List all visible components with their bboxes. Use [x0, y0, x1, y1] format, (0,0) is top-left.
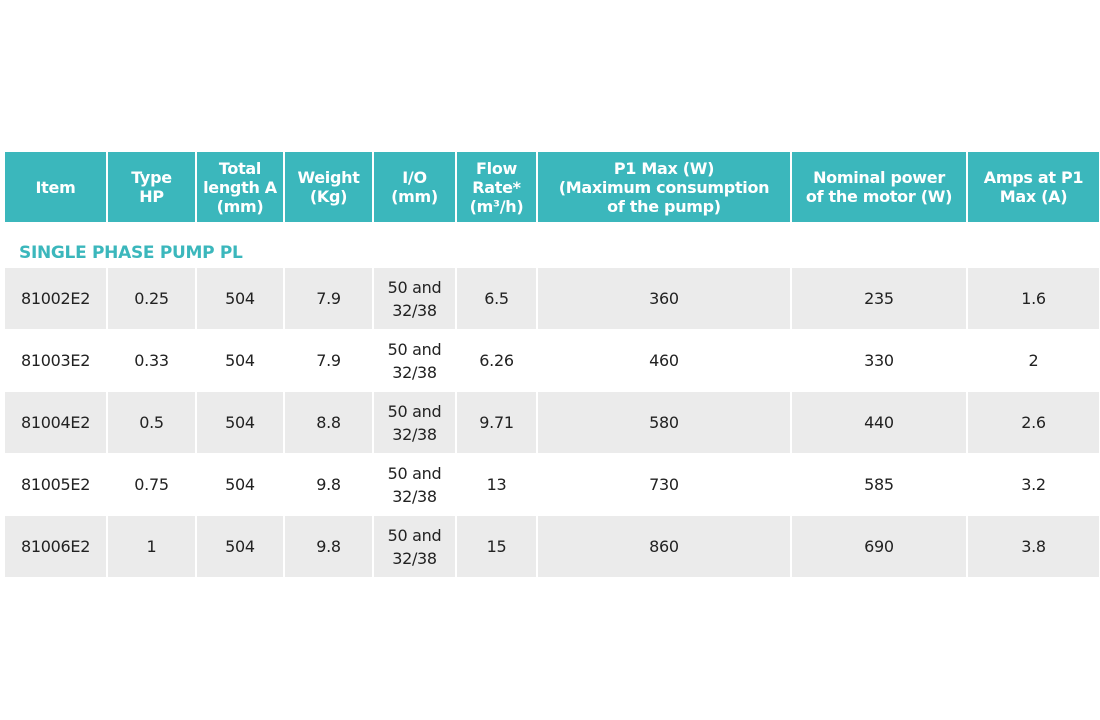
cell: 440: [790, 391, 967, 454]
cell: 50 and 32/38: [372, 515, 456, 577]
spec-table: Item Type HP Total length A (mm) Weight (Kg) I/O…: [5, 152, 1099, 577]
cell: 3.2: [966, 453, 1099, 516]
cell: 9.8: [283, 453, 373, 516]
header-line: Flow: [476, 158, 517, 178]
header-line: Nominal power: [813, 168, 945, 187]
cell: 6.5: [455, 267, 537, 330]
cell: 0.75: [106, 453, 196, 516]
cell: 0.25: [106, 267, 196, 330]
header-line: of the motor (W): [805, 187, 953, 206]
header-line: Total: [218, 158, 262, 178]
cell: 0.5: [106, 391, 196, 454]
header-line: Item: [35, 177, 76, 197]
header-cell: P1 Max (W) (Maximum consumption of the pum…: [536, 152, 791, 223]
cell: 81006E2: [5, 515, 107, 577]
cell: 504: [195, 267, 284, 330]
header-line: (m³/h): [469, 196, 524, 216]
header-line: Rate*: [472, 177, 521, 197]
header-cell: I/O (mm): [372, 152, 456, 223]
cell: 50 and 32/38: [372, 391, 456, 454]
header-line: (mm): [391, 187, 438, 206]
cell: 460: [536, 329, 791, 392]
cell: 81005E2: [5, 453, 107, 516]
header-line: P1 Max (W): [613, 158, 715, 178]
data-row: 81004E2 0.5 504 8.8 50 and 32/38 9.71 580 440 2.…: [5, 391, 1099, 454]
header-line: Type: [131, 168, 172, 187]
table-wrap: Item Type HP Total length A (mm) Weight (Kg) I/O…: [5, 152, 1099, 577]
section-row: SINGLE PHASE PUMP PL: [5, 222, 1099, 268]
header-line: length A: [203, 177, 277, 197]
cell: 7.9: [283, 329, 373, 392]
cell: 580: [536, 391, 791, 454]
cell: 585: [790, 453, 967, 516]
header-line: (mm): [216, 196, 264, 216]
header-line: I/O: [402, 168, 427, 187]
cell: 235: [790, 267, 967, 330]
data-row: 81006E2 1 504 9.8 50 and 32/38 15 860 690 3.8: [5, 515, 1099, 577]
header-line: Max (A): [999, 187, 1068, 206]
cell: 50 and 32/38: [372, 329, 456, 392]
cell: 860: [536, 515, 791, 577]
cell: 81002E2: [5, 267, 107, 330]
cell: 8.8: [283, 391, 373, 454]
header-line: Amps at P1: [983, 168, 1084, 187]
cell: 330: [790, 329, 967, 392]
cell: 2.6: [966, 391, 1099, 454]
header-line: HP: [139, 187, 164, 206]
cell: 13: [455, 453, 537, 516]
header-cell: Amps at P1 Max (A): [966, 152, 1099, 223]
header-line: Weight: [297, 168, 360, 187]
header-cell: Total length A (mm): [195, 152, 284, 223]
cell: 360: [536, 267, 791, 330]
cell: 730: [536, 453, 791, 516]
cell: 6.26: [455, 329, 537, 392]
header-cell: Weight (Kg): [283, 152, 373, 223]
header-row: Item Type HP Total length A (mm) Weight (Kg) I/O…: [5, 152, 1099, 223]
cell: 504: [195, 453, 284, 516]
header-line: (Maximum consumption: [558, 177, 770, 197]
table-body: SINGLE PHASE PUMP PL 81002E2 0.25 504 7.9 50 …: [5, 222, 1099, 577]
cell: 9.8: [283, 515, 373, 577]
header-cell: Flow Rate* (m³/h): [455, 152, 537, 223]
cell: 504: [195, 329, 284, 392]
header-cell: Nominal power of the motor (W): [790, 152, 967, 223]
cell: 50 and 32/38: [372, 267, 456, 330]
cell: 504: [195, 515, 284, 577]
cell: 3.8: [966, 515, 1099, 577]
cell: 50 and 32/38: [372, 453, 456, 516]
header-line: (Kg): [309, 187, 348, 206]
cell: 690: [790, 515, 967, 577]
cell: 81004E2: [5, 391, 107, 454]
header-cell: Type HP: [106, 152, 196, 223]
cell: 81003E2: [5, 329, 107, 392]
data-row: 81003E2 0.33 504 7.9 50 and 32/38 6.26 460 330 2: [5, 329, 1099, 392]
data-row: 81005E2 0.75 504 9.8 50 and 32/38 13 730 585 3.2: [5, 453, 1099, 516]
header-cell: Item: [5, 152, 107, 223]
data-row: 81002E2 0.25 504 7.9 50 and 32/38 6.5 360 235 1.…: [5, 267, 1099, 330]
cell: 7.9: [283, 267, 373, 330]
cell: 504: [195, 391, 284, 454]
cell: 9.71: [455, 391, 537, 454]
section-title: SINGLE PHASE PUMP PL: [5, 222, 1099, 268]
cell: 2: [966, 329, 1099, 392]
cell: 0.33: [106, 329, 196, 392]
header-line: of the pump): [607, 196, 721, 216]
cell: 1.6: [966, 267, 1099, 330]
cell: 1: [106, 515, 196, 577]
cell: 15: [455, 515, 537, 577]
